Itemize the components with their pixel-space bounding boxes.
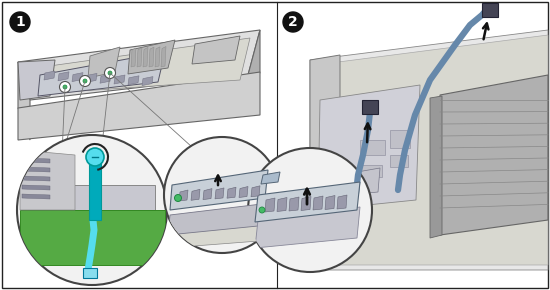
Polygon shape (301, 197, 311, 211)
Polygon shape (18, 72, 260, 140)
Polygon shape (88, 47, 120, 78)
Polygon shape (192, 36, 240, 64)
Polygon shape (261, 172, 280, 184)
Polygon shape (18, 30, 260, 100)
Polygon shape (337, 195, 347, 209)
Polygon shape (265, 198, 275, 212)
Polygon shape (137, 48, 142, 67)
Polygon shape (149, 47, 154, 67)
Circle shape (104, 68, 116, 79)
Polygon shape (227, 187, 236, 198)
Polygon shape (215, 188, 224, 199)
Polygon shape (191, 189, 200, 200)
Polygon shape (255, 182, 360, 222)
Polygon shape (168, 208, 275, 248)
Bar (362, 100, 378, 114)
Circle shape (259, 207, 265, 213)
Circle shape (174, 195, 182, 202)
Polygon shape (440, 75, 548, 235)
Bar (390, 130, 410, 148)
Polygon shape (277, 197, 287, 211)
Polygon shape (18, 62, 30, 140)
Polygon shape (143, 47, 148, 67)
Polygon shape (100, 74, 111, 83)
Polygon shape (38, 52, 165, 96)
Polygon shape (161, 46, 166, 67)
Circle shape (59, 81, 70, 93)
Bar (482, 3, 498, 17)
Polygon shape (142, 77, 153, 86)
Polygon shape (44, 71, 55, 80)
Polygon shape (170, 170, 268, 210)
Polygon shape (338, 168, 380, 196)
Circle shape (248, 148, 372, 272)
Bar (360, 165, 382, 177)
Text: 2: 2 (288, 15, 298, 29)
Circle shape (83, 79, 87, 83)
Bar (390, 155, 408, 167)
Circle shape (17, 135, 167, 285)
Circle shape (10, 12, 30, 32)
Polygon shape (310, 55, 340, 265)
Polygon shape (18, 60, 55, 100)
Circle shape (86, 148, 104, 166)
Polygon shape (30, 185, 155, 210)
Polygon shape (203, 188, 212, 200)
Bar (83, 268, 97, 278)
Polygon shape (315, 35, 548, 265)
Polygon shape (22, 185, 50, 190)
Polygon shape (155, 47, 160, 67)
Bar (360, 140, 385, 155)
Polygon shape (20, 150, 75, 210)
Polygon shape (58, 72, 69, 81)
Polygon shape (131, 48, 136, 67)
Polygon shape (248, 30, 260, 115)
Polygon shape (325, 195, 335, 209)
Polygon shape (430, 96, 442, 238)
Polygon shape (22, 158, 50, 163)
Polygon shape (128, 76, 139, 85)
Polygon shape (179, 190, 188, 201)
Polygon shape (251, 186, 260, 197)
Polygon shape (114, 75, 125, 84)
Polygon shape (318, 85, 420, 210)
Polygon shape (22, 167, 50, 172)
Polygon shape (20, 210, 165, 265)
Circle shape (80, 75, 91, 86)
Circle shape (283, 12, 303, 32)
Polygon shape (310, 30, 548, 270)
Circle shape (108, 71, 112, 75)
Polygon shape (239, 186, 248, 197)
Polygon shape (72, 72, 83, 81)
Polygon shape (128, 40, 175, 74)
Polygon shape (168, 203, 270, 235)
Polygon shape (35, 38, 250, 94)
Polygon shape (86, 73, 97, 82)
Polygon shape (22, 194, 50, 199)
Polygon shape (313, 196, 323, 210)
Bar (89, 155, 101, 220)
Polygon shape (22, 176, 50, 181)
Text: 1: 1 (15, 15, 25, 29)
Circle shape (63, 85, 67, 89)
Polygon shape (255, 207, 360, 248)
Circle shape (164, 137, 280, 253)
Polygon shape (289, 197, 299, 211)
